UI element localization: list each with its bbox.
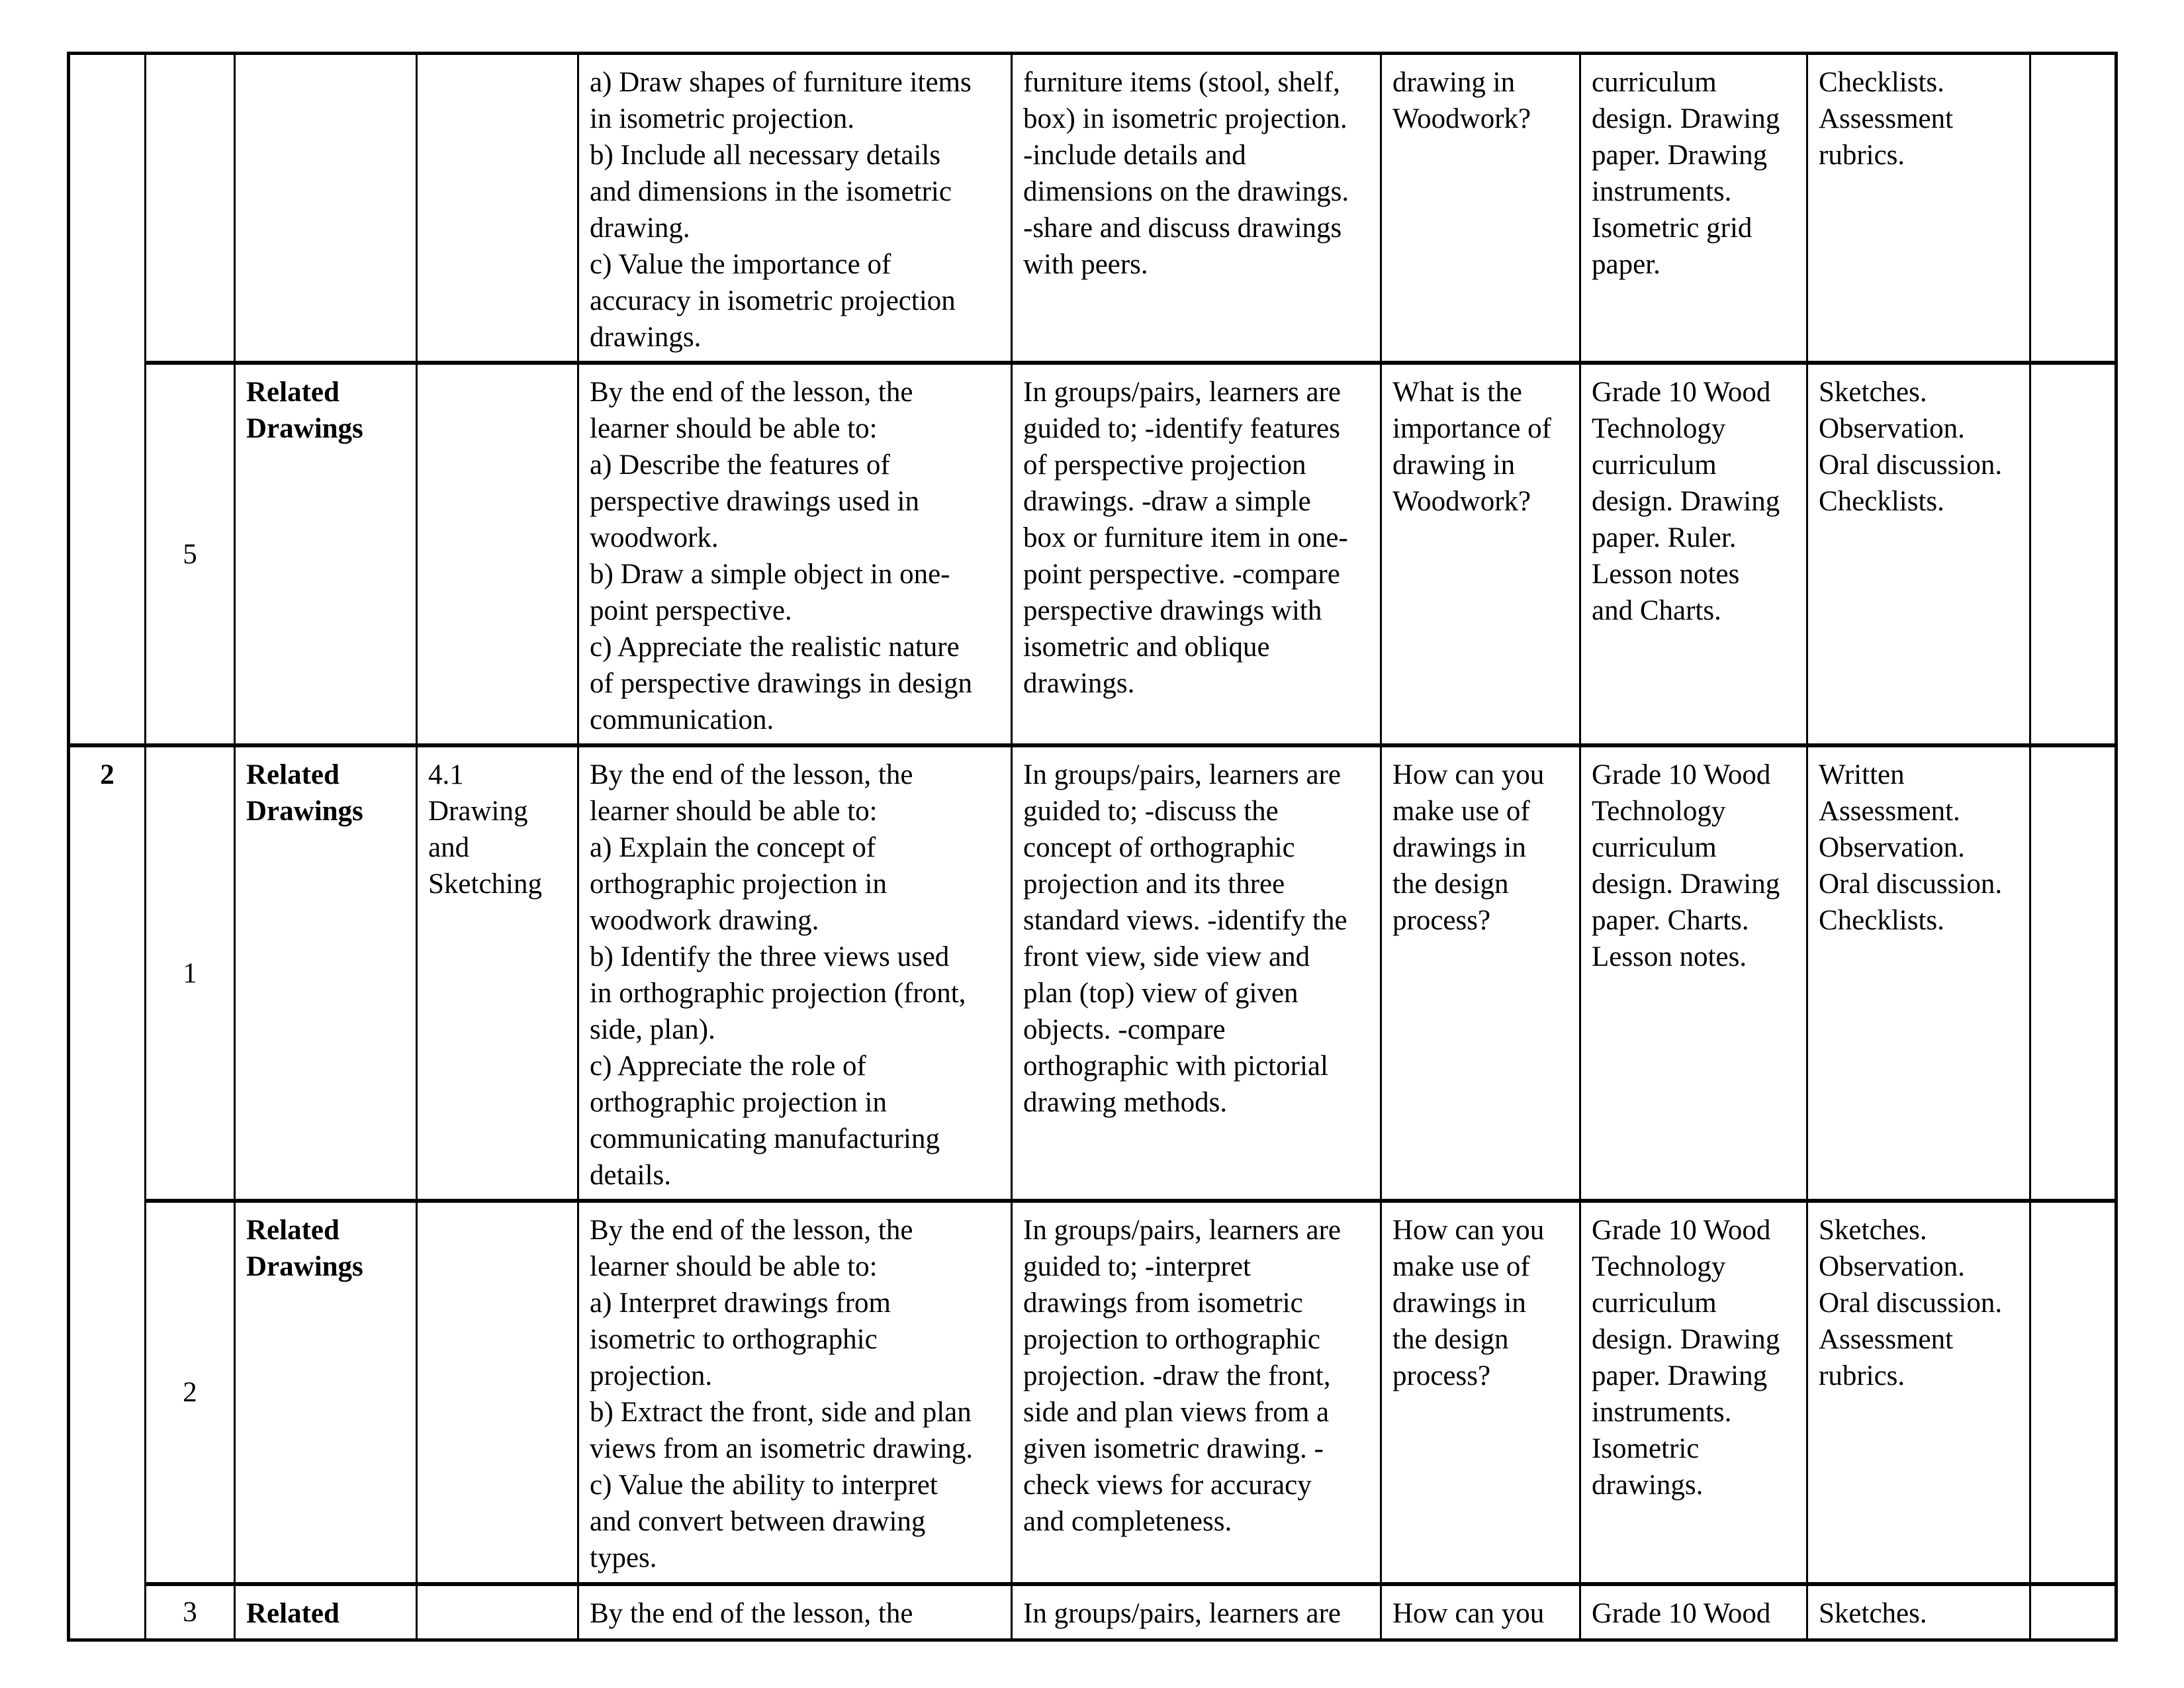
sub-strand-cell [416, 361, 579, 747]
assessment-cell: Sketches. Observation. Oral discussion. … [1806, 361, 2031, 747]
key-inquiry-cell: What is the importance of drawing in Woo… [1380, 361, 1581, 747]
strand-cell: Related [234, 1582, 418, 1641]
lesson-cell: 5 [144, 361, 236, 747]
learning-experiences-cell: In groups/pairs, learners are guided to;… [1011, 1199, 1382, 1585]
reflection-cell [2029, 1199, 2117, 1585]
reflection-cell [2029, 1582, 2117, 1641]
lesson-cell: 3 [144, 1582, 236, 1641]
assessment-cell: Sketches. [1806, 1582, 2031, 1641]
table-row: 5 Related Drawings By the end of the les… [69, 361, 2117, 747]
lesson-cell: 2 [144, 1199, 236, 1585]
learning-experiences-cell: In groups/pairs, learners are [1011, 1582, 1382, 1641]
learning-outcomes-cell: By the end of the lesson, the [577, 1582, 1013, 1641]
sub-strand-cell [416, 52, 579, 364]
scheme-of-work-table: a) Draw shapes of furniture items in iso… [67, 52, 2118, 1642]
learning-experiences-cell: In groups/pairs, learners are guided to;… [1011, 743, 1382, 1202]
lesson-cell: 1 [144, 743, 236, 1202]
reflection-cell [2029, 52, 2117, 364]
reflection-cell [2029, 743, 2117, 1202]
resources-cell: Grade 10 Wood Technology curriculum desi… [1579, 1199, 1808, 1585]
sub-strand-cell [416, 1199, 579, 1585]
key-inquiry-cell: drawing in Woodwork? [1380, 52, 1581, 364]
lesson-cell [144, 52, 236, 364]
assessment-cell: Sketches. Observation. Oral discussion. … [1806, 1199, 2031, 1585]
sub-strand-cell: 4.1 Drawing and Sketching [416, 743, 579, 1202]
learning-experiences-cell: In groups/pairs, learners are guided to;… [1011, 361, 1382, 747]
assessment-cell: Written Assessment. Observation. Oral di… [1806, 743, 2031, 1202]
week-cell [68, 52, 146, 747]
strand-cell [234, 52, 418, 364]
key-inquiry-cell: How can you make use of drawings in the … [1380, 1199, 1581, 1585]
week-cell: 2 [68, 743, 146, 1641]
strand-cell: Related Drawings [234, 361, 418, 747]
strand-cell: Related Drawings [234, 1199, 418, 1585]
learning-outcomes-cell: By the end of the lesson, the learner sh… [577, 743, 1013, 1202]
assessment-cell: Checklists. Assessment rubrics. [1806, 52, 2031, 364]
learning-outcomes-cell: By the end of the lesson, the learner sh… [577, 1199, 1013, 1585]
resources-cell: Grade 10 Wood Technology curriculum desi… [1579, 743, 1808, 1202]
resources-cell: curriculum design. Drawing paper. Drawin… [1579, 52, 1808, 364]
table-row: 2 1 Related Drawings 4.1 Drawing and Ske… [68, 743, 2117, 1641]
key-inquiry-cell: How can you make use of drawings in the … [1380, 743, 1581, 1202]
learning-outcomes-cell: By the end of the lesson, the learner sh… [577, 361, 1013, 747]
learning-experiences-cell: furniture items (stool, shelf, box) in i… [1011, 52, 1382, 364]
table-row: 2 Related Drawings By the end of the les… [69, 1199, 2117, 1585]
resources-cell: Grade 10 Wood [1579, 1582, 1808, 1641]
table-row: a) Draw shapes of furniture items in iso… [68, 52, 2117, 747]
resources-cell: Grade 10 Wood Technology curriculum desi… [1579, 361, 1808, 747]
strand-cell: Related Drawings [234, 743, 418, 1202]
table-row: 3 Related By the end of the lesson, the … [69, 1582, 2117, 1641]
sub-strand-cell [416, 1582, 579, 1641]
key-inquiry-cell: How can you [1380, 1582, 1581, 1641]
learning-outcomes-cell: a) Draw shapes of furniture items in iso… [577, 52, 1013, 364]
reflection-cell [2029, 361, 2117, 747]
